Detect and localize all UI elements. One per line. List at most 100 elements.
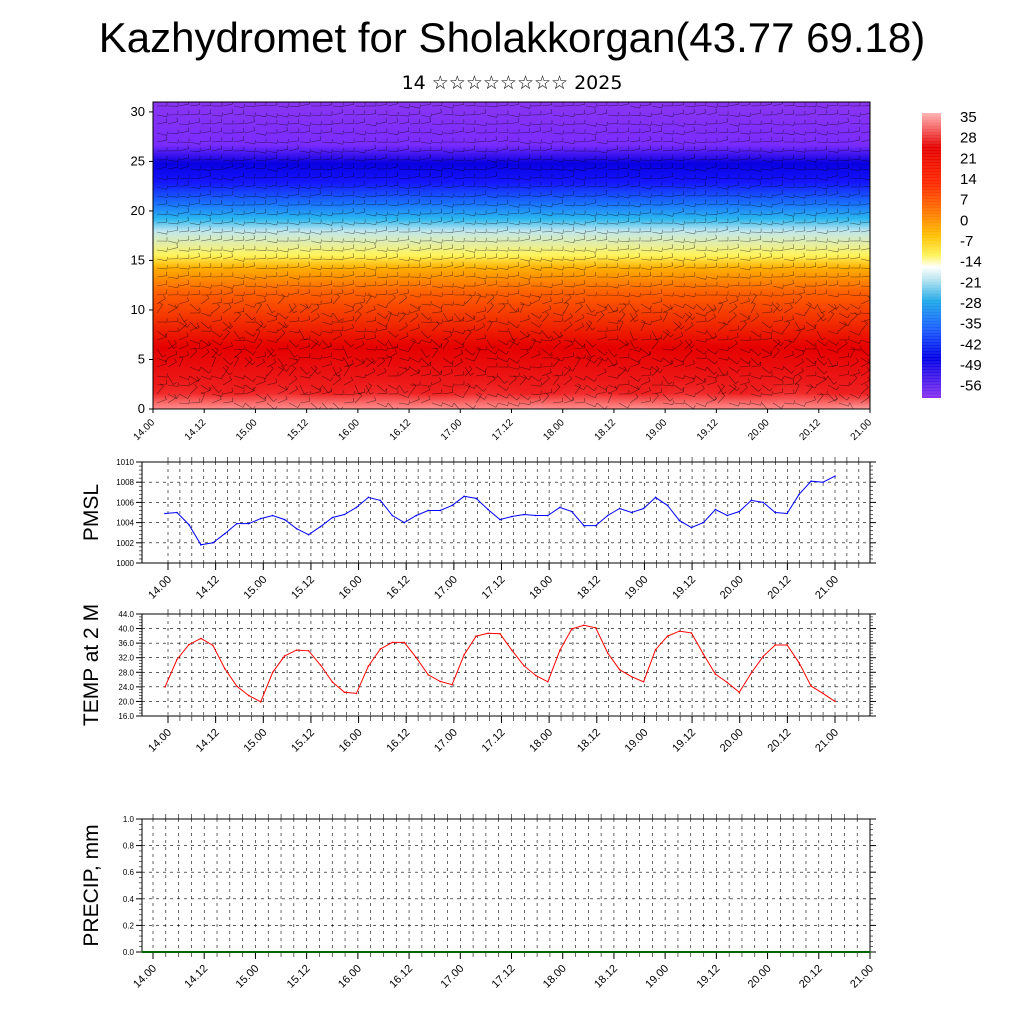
wind-barb — [288, 361, 298, 368]
wind-barb-flag — [196, 376, 200, 381]
wind-barb — [376, 384, 385, 392]
wind-barb-flag — [679, 339, 683, 344]
wind-barb-flag — [330, 342, 332, 347]
wind-barb-flag — [752, 293, 757, 296]
wind-barb-flag — [660, 297, 662, 302]
wind-barb-flag — [655, 365, 660, 370]
wind-barb-flag — [518, 220, 520, 225]
temp-panel: 16.020.024.028.032.036.040.044.014.00 14.… — [80, 604, 876, 755]
wind-barb — [354, 121, 365, 125]
wind-barb — [805, 304, 812, 314]
wind-barb-flag — [309, 122, 311, 127]
wind-barb-flag — [408, 235, 410, 240]
wind-barb — [695, 230, 706, 233]
wind-barb — [453, 230, 464, 233]
wind-barb — [618, 357, 630, 359]
wind-barb — [420, 195, 431, 198]
wind-barb-flag — [573, 257, 575, 262]
wind-barb — [783, 113, 794, 116]
wind-barb — [640, 104, 651, 107]
wind-barb-flag — [243, 257, 245, 262]
wind-barb — [244, 402, 253, 409]
wind-barb — [299, 186, 310, 189]
wind-barb — [783, 354, 794, 359]
wind-barb-flag — [166, 230, 168, 235]
wind-barb-flag — [670, 359, 673, 364]
wind-barb-flag — [320, 239, 322, 244]
wind-barb — [640, 303, 650, 310]
wind-barb — [189, 379, 199, 386]
wind-barb — [706, 176, 717, 179]
wind-barb — [299, 176, 310, 179]
wind-barb-flag — [518, 145, 520, 150]
wind-barb — [739, 294, 750, 297]
wind-barb — [233, 258, 244, 262]
wind-barb-flag — [529, 104, 531, 109]
wind-barb-flag — [627, 271, 630, 276]
y-tick-label: 25 — [131, 153, 145, 168]
wind-barb-flag — [793, 338, 795, 343]
wind-barb — [684, 204, 695, 208]
wind-barb — [552, 238, 563, 242]
wind-barb — [772, 123, 783, 126]
wind-barb — [618, 248, 629, 251]
wind-barb-flag — [795, 382, 800, 386]
x-tick-label: 16.12 — [388, 417, 414, 443]
wind-barb-flag — [177, 193, 179, 198]
wind-barb — [497, 285, 509, 287]
wind-barb — [332, 378, 341, 386]
wind-barb-flag — [275, 154, 278, 159]
wind-barb — [827, 398, 838, 404]
wind-barb-flag — [341, 163, 344, 168]
wind-barb-flag — [650, 208, 652, 213]
wind-barb-flag — [737, 216, 739, 221]
wind-barb — [530, 158, 541, 161]
wind-barb — [398, 139, 409, 143]
wind-barb — [431, 248, 442, 251]
wind-barb — [541, 185, 552, 188]
wind-barb — [310, 176, 321, 179]
wind-barb-flag — [484, 333, 487, 338]
wind-barb — [728, 203, 739, 206]
wind-barb-flag — [531, 338, 536, 341]
wind-barb — [728, 257, 739, 260]
wind-barb — [486, 231, 497, 234]
wind-barb — [475, 325, 485, 332]
wind-barb-flag — [595, 212, 597, 217]
wind-barb-flag — [540, 166, 542, 171]
wind-barb-flag — [623, 302, 627, 307]
wind-barb-flag — [485, 265, 487, 270]
wind-barb — [266, 319, 277, 323]
wind-barb — [651, 177, 662, 180]
wind-barb — [618, 131, 629, 134]
wind-barb-flag — [319, 332, 322, 337]
wind-barb-flag — [615, 359, 618, 364]
wind-barb — [464, 222, 475, 225]
wind-barb — [860, 357, 870, 364]
wind-barb-flag — [529, 365, 531, 370]
wind-barb-flag — [177, 239, 179, 244]
wind-barb — [486, 105, 497, 108]
wind-barb-flag — [385, 325, 388, 330]
wind-barb-flag — [705, 366, 708, 371]
wind-barb — [299, 150, 310, 153]
wind-barb-flag — [627, 180, 629, 185]
wind-barb — [409, 294, 420, 298]
wind-barb — [629, 105, 640, 109]
wind-barb-flag — [218, 389, 222, 393]
wind-barb — [156, 267, 167, 270]
wind-barb — [354, 266, 365, 269]
wind-barb — [266, 141, 277, 144]
wind-barb — [156, 330, 166, 337]
wind-barb — [651, 113, 662, 116]
wind-barb — [574, 103, 585, 107]
data-point — [654, 496, 657, 499]
wind-barb-flag — [606, 149, 608, 154]
wind-barb — [332, 366, 338, 377]
wind-barb — [827, 104, 838, 107]
wind-barb — [409, 327, 420, 332]
wind-barb-flag — [488, 320, 493, 323]
wind-barb — [860, 203, 870, 206]
wind-barb — [794, 158, 805, 161]
wind-barb — [244, 285, 255, 288]
